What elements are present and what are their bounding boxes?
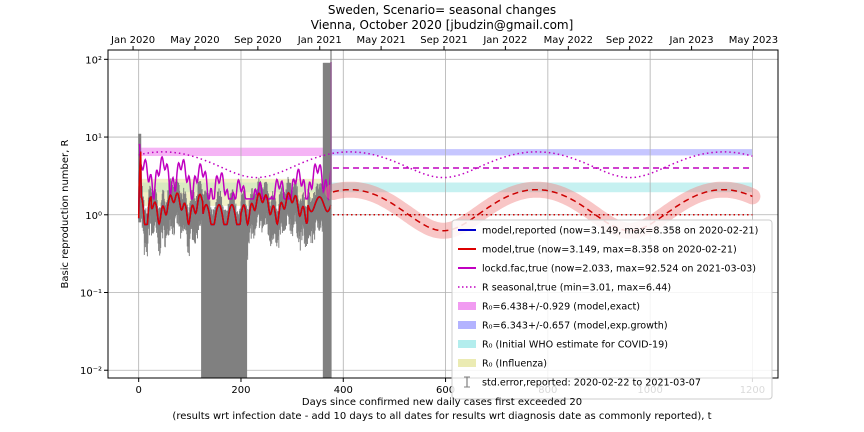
y-tick-label: 10⁰	[85, 211, 102, 222]
legend-entry-label: std.error,reported: 2020-02-22 to 2021-0…	[482, 378, 701, 389]
chart-title-line2: Vienna, October 2020 [jbudzin@gmail.com]	[311, 18, 574, 32]
r0-band-0	[138, 147, 331, 157]
top-tick-label: Jan 2022	[482, 35, 527, 46]
legend-entry-label: R₀=6.343+/-0.657 (model,exp.growth)	[482, 321, 668, 332]
legend-entry-label: lockd.fac,true (now=2.033, max=92.524 on…	[482, 264, 756, 275]
top-tick-label: Sep 2020	[234, 35, 281, 46]
x-axis-label-line1: Days since confirmed new daily cases fir…	[302, 397, 582, 408]
y-tick-label: 10⁻²	[80, 366, 102, 377]
top-tick-label: May 2022	[544, 35, 593, 46]
legend-box	[451, 219, 773, 400]
seasonal-r-line	[138, 151, 753, 179]
r0-band-1	[330, 149, 753, 156]
top-tick-label: Sep 2021	[420, 35, 467, 46]
top-tick-label: May 2020	[170, 35, 219, 46]
top-tick-label: Jan 2020	[110, 35, 155, 46]
top-tick-label: Jan 2023	[669, 35, 714, 46]
x-tick-label: 400	[334, 385, 353, 396]
plot-content	[108, 50, 778, 378]
legend-swatch-patch	[458, 321, 476, 329]
x-axis-label-line2: (results wrt infection date - add 10 day…	[172, 411, 711, 422]
legend-entry-label: R seasonal,true (min=3.01, max=6.44)	[482, 283, 671, 294]
y-tick-label: 10¹	[85, 133, 102, 144]
y-tick-label: 10²	[85, 55, 102, 66]
legend-entry-label: R₀ (Initial WHO estimate for COVID-19)	[482, 340, 668, 351]
legend-swatch-patch	[458, 340, 476, 348]
legend: model,reported (now=3.149, max=8.358 on …	[451, 219, 773, 400]
lockd-fac-line	[138, 62, 332, 202]
model-true-line	[137, 151, 332, 227]
chart-title-line1: Sweden, Scenario= seasonal changes	[328, 3, 556, 17]
legend-swatch-patch	[458, 359, 476, 367]
plot-frame	[107, 49, 779, 379]
legend-entry-label: model,true (now=3.149, max=8.358 on 2020…	[482, 245, 737, 256]
x-tick-label: 0	[135, 385, 141, 396]
top-tick-label: Jan 2021	[297, 35, 342, 46]
y-axis-label: Basic reproduction number, R	[60, 139, 71, 288]
legend-swatch-patch	[458, 302, 476, 310]
top-tick-label: May 2021	[356, 35, 405, 46]
legend-entry-label: R₀=6.438+/-0.929 (model,exact)	[482, 302, 640, 313]
top-tick-label: May 2023	[729, 35, 778, 46]
legend-entry-label: R₀ (Influenza)	[482, 359, 547, 370]
legend-entry-label: model,reported (now=3.149, max=8.358 on …	[482, 226, 758, 237]
top-tick-label: Sep 2022	[606, 35, 653, 46]
x-tick-label: 200	[231, 385, 250, 396]
model-projection-line	[332, 188, 753, 232]
y-tick-label: 10⁻¹	[80, 289, 102, 300]
x-tick-label: 600	[436, 385, 455, 396]
